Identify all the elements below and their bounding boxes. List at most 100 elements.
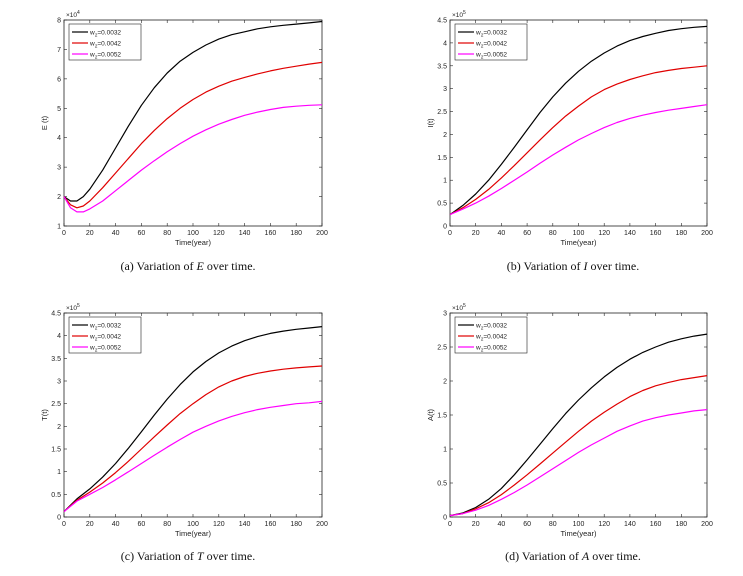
y-axis-label: A(t) [426, 408, 435, 421]
y-tick-label: 5 [57, 106, 61, 113]
y-axis-label: E (t) [40, 115, 49, 130]
y-tick-label: 2 [57, 424, 61, 431]
y-tick-label: 4.5 [51, 311, 61, 318]
legend-var: w [475, 51, 481, 58]
legend-sub: 2 [95, 54, 98, 60]
x-tick-label: 120 [598, 521, 610, 528]
caption-suffix: over time. [204, 259, 256, 273]
y-exponent-label: ×105 [452, 303, 466, 312]
y-tick-label: 1 [57, 224, 61, 231]
legend-value: =0.0032 [483, 322, 507, 329]
legend-var: w [89, 29, 95, 36]
caption-prefix: (c) Variation of [121, 549, 197, 563]
y-tick-label: 1.5 [437, 413, 447, 420]
x-tick-label: 140 [239, 521, 251, 528]
series-line-1 [63, 20, 323, 202]
caption-suffix: over time. [589, 549, 641, 563]
x-tick-label: 20 [472, 230, 480, 237]
legend-value: =0.0052 [97, 344, 121, 351]
y-tick-label: 3.5 [51, 356, 61, 363]
figure-caption: (c) Variation of T over time. [121, 549, 255, 563]
y-tick-label: 0 [443, 224, 447, 231]
series-line-2 [63, 365, 323, 513]
series-line-3 [449, 104, 708, 216]
legend-entry: w2=0.0032 [475, 322, 507, 331]
x-tick-label: 80 [163, 521, 171, 528]
legend-value: =0.0032 [483, 29, 507, 36]
x-tick-label: 0 [448, 230, 452, 237]
caption-variable: E [196, 259, 205, 273]
y-tick-label: 7 [57, 47, 61, 54]
x-tick-label: 180 [290, 230, 302, 237]
y-exponent-power: 4 [77, 10, 80, 16]
legend-var: w [89, 51, 95, 58]
legend-entry: w2=0.0032 [89, 29, 121, 38]
legend-entry: w2=0.0042 [475, 40, 507, 49]
y-tick-label: 0 [443, 515, 447, 522]
legend-value: =0.0032 [97, 322, 121, 329]
y-tick-label: 6 [57, 76, 61, 83]
x-tick-label: 80 [163, 230, 171, 237]
legend-value: =0.0042 [97, 40, 121, 47]
y-tick-label: 2.5 [437, 345, 447, 352]
legend-value: =0.0052 [483, 51, 507, 58]
legend-entry: w2=0.0052 [89, 344, 121, 353]
x-tick-label: 40 [112, 521, 120, 528]
legend-var: w [475, 333, 481, 340]
caption-prefix: (a) Variation of [120, 259, 196, 273]
caption-prefix: (b) Variation of [507, 259, 584, 273]
series-line-1 [449, 25, 708, 216]
legend-sub: 2 [95, 347, 98, 353]
x-tick-label: 160 [650, 521, 662, 528]
y-tick-label: 3 [443, 311, 447, 318]
legend-sub: 2 [95, 325, 98, 331]
legend-sub: 2 [95, 336, 98, 342]
legend-value: =0.0052 [483, 344, 507, 351]
x-tick-label: 0 [62, 230, 66, 237]
figure-caption: (b) Variation of I over time. [507, 259, 639, 273]
y-tick-label: 4 [57, 333, 61, 340]
y-tick-label: 8 [57, 18, 61, 25]
y-tick-label: 4 [57, 135, 61, 142]
x-axis-label: Time(year) [561, 238, 597, 247]
y-axis-label: T(t) [40, 409, 49, 421]
caption-variable: I [583, 259, 589, 273]
x-tick-label: 200 [701, 521, 713, 528]
x-tick-label: 40 [498, 521, 506, 528]
legend-entry: w2=0.0032 [89, 322, 121, 331]
caption-variable: A [581, 549, 590, 563]
legend-entry: w2=0.0052 [475, 344, 507, 353]
caption-suffix: over time. [588, 259, 640, 273]
chart-panel-c: 0 20 40 60 80 100 120 140 160 180 200 0 0.5 1 1.5 2 2.5 3… [40, 303, 328, 563]
y-exponent-label: ×105 [452, 10, 466, 19]
legend-var: w [89, 333, 95, 340]
series-line-2 [449, 375, 708, 517]
x-tick-label: 20 [86, 230, 94, 237]
x-tick-label: 200 [701, 230, 713, 237]
legend-sub: 2 [481, 32, 484, 38]
chart-panel-d: 0 20 40 60 80 100 120 140 160 180 200 0 0.5 1 1.5 2 2.5 3… [426, 303, 713, 563]
x-tick-label: 100 [187, 230, 199, 237]
y-tick-label: 2 [443, 132, 447, 139]
legend-entry: w2=0.0042 [89, 333, 121, 342]
x-tick-label: 200 [316, 521, 328, 528]
x-tick-label: 60 [138, 521, 146, 528]
y-tick-label: 4.5 [437, 18, 447, 25]
y-tick-label: 4 [443, 40, 447, 47]
y-tick-label: 1 [443, 447, 447, 454]
chart-panel-b: 0 20 40 60 80 100 120 140 160 180 200 0 0.5 1 1.5 2 2.5 3… [426, 10, 713, 273]
series-line-3 [449, 409, 708, 517]
x-tick-label: 180 [675, 521, 687, 528]
x-tick-label: 20 [86, 521, 94, 528]
figure-caption: (a) Variation of E over time. [120, 259, 255, 273]
x-tick-label: 40 [498, 230, 506, 237]
series-line-1 [63, 326, 323, 513]
legend-sub: 2 [95, 43, 98, 49]
series-line-2 [63, 61, 323, 209]
legend-sub: 2 [481, 54, 484, 60]
caption-prefix: (d) Variation of [505, 549, 582, 563]
y-tick-label: 3 [57, 165, 61, 172]
x-tick-label: 120 [213, 521, 225, 528]
x-tick-label: 40 [112, 230, 120, 237]
